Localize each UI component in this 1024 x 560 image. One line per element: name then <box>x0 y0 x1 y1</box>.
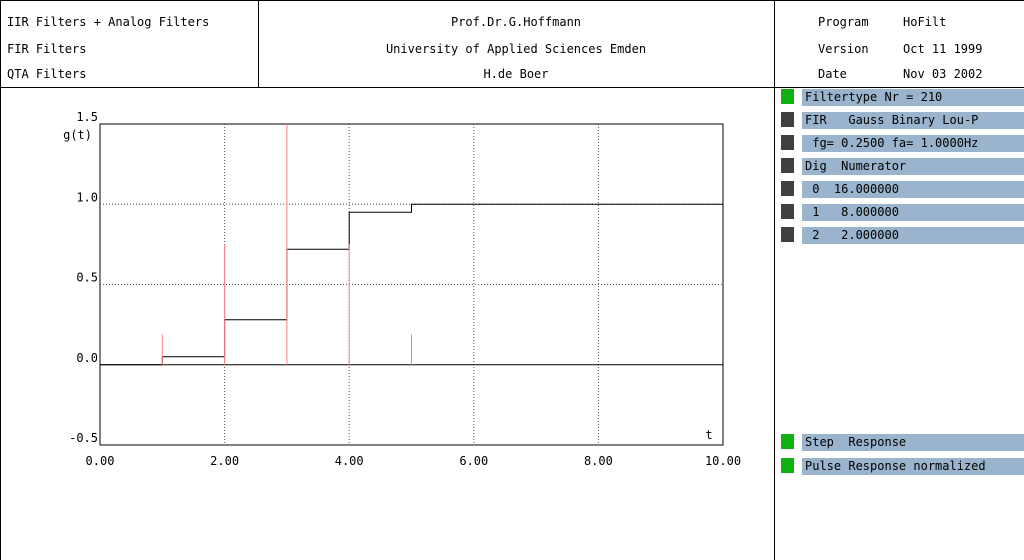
y-tick-label: -0.5 <box>69 431 98 445</box>
x-tick-label: 4.00 <box>335 454 364 468</box>
date-value: Nov 03 2002 <box>903 67 983 81</box>
step-response-marker <box>781 434 794 449</box>
coefficient-row[interactable]: 0 16.000000 <box>802 181 1024 198</box>
program-value: HoFilt <box>903 15 947 29</box>
menu-iir-filters[interactable]: IIR Filters + Analog Filters <box>7 15 210 29</box>
x-tick-label: 6.00 <box>459 454 488 468</box>
filter-design-field[interactable]: FIR Gauss Binary Lou-P <box>802 112 1024 129</box>
header-divider-1 <box>258 0 259 88</box>
version-value: Oct 11 1999 <box>903 42 983 56</box>
header-top-border <box>0 0 1024 1</box>
x-tick-label: 0.00 <box>86 454 115 468</box>
coefficients-header: Dig Numerator <box>802 158 1024 175</box>
pulse-response-marker <box>781 458 794 473</box>
coefficient-row[interactable]: 1 8.000000 <box>802 204 1024 221</box>
panel-marker-2 <box>781 135 794 150</box>
header-bottom-border <box>0 87 1024 88</box>
panel-marker-6 <box>781 227 794 242</box>
y-tick-label: 0.0 <box>76 351 98 365</box>
menu-fir-filters[interactable]: FIR Filters <box>7 42 87 56</box>
filter-type-field[interactable]: Filtertype Nr = 210 <box>802 89 1024 106</box>
date-label: Date <box>818 67 847 81</box>
x-tick-label: 8.00 <box>584 454 613 468</box>
panel-marker-0 <box>781 89 794 104</box>
frequency-field[interactable]: fg= 0.2500 fa= 1.0000Hz <box>802 135 1024 152</box>
panel-divider <box>774 0 775 560</box>
panel-marker-1 <box>781 112 794 127</box>
menu-qta-filters[interactable]: QTA Filters <box>7 67 87 81</box>
program-label: Program <box>818 15 869 29</box>
x-axis-label: t <box>705 428 712 442</box>
coefficient-row[interactable]: 2 2.000000 <box>802 227 1024 244</box>
step-response-option[interactable]: Step Response <box>802 434 1024 451</box>
left-border <box>0 0 1 560</box>
version-label: Version <box>818 42 869 56</box>
y-tick-label: 0.5 <box>76 271 98 285</box>
y-tick-label: 1.0 <box>76 190 98 204</box>
panel-marker-3 <box>781 158 794 173</box>
panel-marker-5 <box>781 204 794 219</box>
y-axis-label: g(t) <box>63 128 92 142</box>
y-tick-label: 1.5 <box>76 110 98 124</box>
co-author: H.de Boer <box>483 67 549 81</box>
panel-marker-4 <box>781 181 794 196</box>
pulse-response-option[interactable]: Pulse Response normalized <box>802 458 1024 475</box>
author-name: Prof.Dr.G.Hoffmann <box>450 15 582 29</box>
x-tick-label: 10.00 <box>705 454 741 468</box>
x-tick-label: 2.00 <box>210 454 239 468</box>
response-plot: 0.00 2.00 4.00 6.00 8.00 10.00 -0.5 0.0 0.5 1.0 1.… <box>63 110 741 468</box>
institution: University of Applied Sciences Emden <box>385 42 647 56</box>
